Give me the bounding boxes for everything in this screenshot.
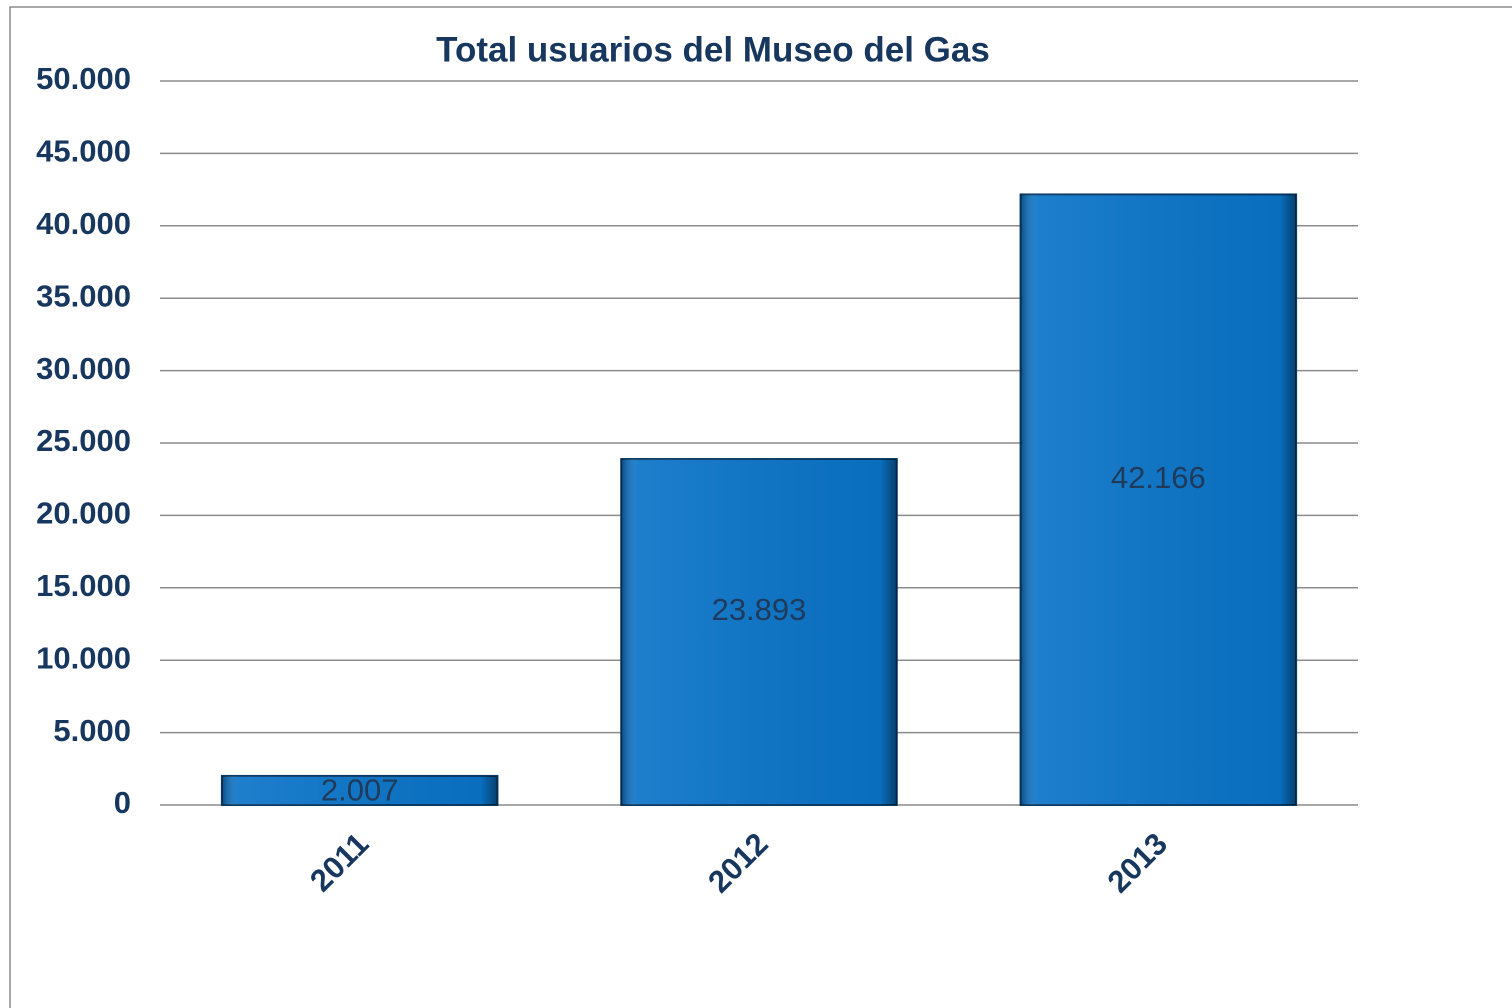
y-tick-label: 50.000 — [36, 61, 131, 96]
data-label: 2.007 — [321, 773, 399, 808]
x-tick-label: 2011 — [303, 826, 375, 898]
data-label: 42.166 — [1111, 460, 1206, 495]
y-tick-label: 5.000 — [53, 713, 131, 748]
x-tick-label: 2012 — [701, 826, 775, 900]
y-tick-label: 20.000 — [36, 496, 131, 531]
y-tick-label: 0 — [114, 785, 131, 820]
y-tick-label: 30.000 — [36, 351, 131, 386]
data-label: 23.893 — [712, 592, 807, 627]
y-tick-label: 40.000 — [36, 206, 131, 241]
y-tick-label: 15.000 — [36, 568, 131, 603]
bar — [1019, 193, 1298, 806]
y-tick-label: 35.000 — [36, 278, 131, 313]
x-tick-label: 2013 — [1101, 826, 1175, 900]
y-tick-label: 45.000 — [36, 134, 131, 169]
chart-title: Total usuarios del Museo del Gas — [436, 30, 990, 69]
y-tick-label: 10.000 — [36, 640, 131, 675]
chart-frame — [9, 6, 1512, 1008]
y-tick-label: 25.000 — [36, 423, 131, 458]
bar — [620, 458, 898, 806]
